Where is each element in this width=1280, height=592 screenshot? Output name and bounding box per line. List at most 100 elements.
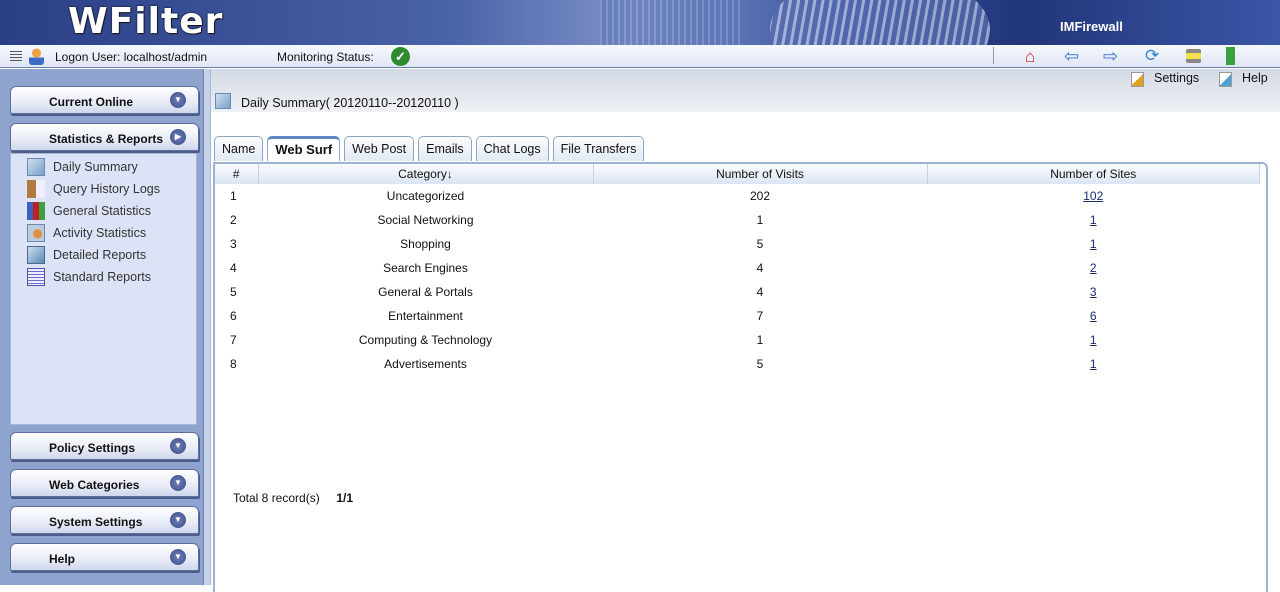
sites-link[interactable]: 6 — [1089, 309, 1097, 323]
label: Web Categories — [49, 478, 140, 492]
cell-sites: 1 — [927, 328, 1260, 352]
tab-emails[interactable]: Emails — [418, 136, 472, 161]
cell-visits: 7 — [756, 309, 764, 323]
tab-web-post[interactable]: Web Post — [344, 136, 415, 161]
table-row: 6 Entertainment 7 6 — [215, 304, 1260, 328]
table-row: 7 Computing & Technology 1 1 — [215, 328, 1260, 352]
sidebar-item-activity-statistics[interactable]: Activity Statistics — [27, 223, 146, 243]
column-header-sites[interactable]: Number of Sites — [927, 164, 1260, 184]
print-icon[interactable] — [1186, 49, 1201, 63]
cell-visits: 202 — [749, 189, 771, 203]
cell-sites: 3 — [927, 280, 1260, 304]
banner-decoration — [770, 0, 990, 45]
title-bar: Settings Help Daily Summary( 20120110--2… — [211, 69, 1280, 112]
tab-name[interactable]: Name — [214, 136, 264, 161]
back-icon[interactable]: ⇦ — [1064, 46, 1080, 66]
brand-name: IMFirewall — [1060, 19, 1123, 34]
logon-user: Logon User: localhost/admin — [55, 50, 208, 64]
cell-visits: 5 — [756, 237, 764, 251]
tab-file-transfers[interactable]: File Transfers — [552, 136, 645, 161]
notepad-icon — [27, 158, 45, 176]
cell-sites: 1 — [927, 232, 1260, 256]
user-icon — [29, 48, 44, 65]
label: Current Online — [49, 95, 134, 109]
monitoring-status-label: Monitoring Status: — [277, 50, 374, 64]
settings-icon — [1131, 72, 1144, 87]
sites-link[interactable]: 1 — [1089, 213, 1097, 227]
cell-category: General & Portals — [378, 285, 473, 299]
sidebar-item-general-statistics[interactable]: General Statistics — [27, 201, 151, 221]
chevron-down-icon: ▼ — [170, 549, 186, 565]
label: Detailed Reports — [53, 248, 147, 262]
cell-sites: 102 — [927, 184, 1260, 208]
cell-row-number: 4 — [230, 261, 237, 275]
cell-category: Computing & Technology — [358, 333, 493, 347]
chevron-down-icon: ▼ — [170, 475, 186, 491]
sites-link[interactable]: 2 — [1089, 261, 1097, 275]
tab-web-surf[interactable]: Web Surf — [267, 136, 341, 161]
toolbar: Logon User: localhost/admin Monitoring S… — [0, 45, 1280, 68]
sites-link[interactable]: 102 — [1083, 189, 1104, 203]
cell-sites: 1 — [927, 208, 1260, 232]
sidebar-system-settings[interactable]: System Settings ▼ — [10, 506, 199, 534]
cell-row-number: 3 — [230, 237, 237, 251]
sidebar-item-query-history-logs[interactable]: Query History Logs — [27, 179, 160, 199]
report-save-icon — [27, 246, 45, 264]
table-row: 4 Search Engines 4 2 — [215, 256, 1260, 280]
cell-category: Entertainment — [388, 309, 463, 323]
banner-decoration — [600, 0, 740, 45]
cell-row-number: 1 — [230, 189, 237, 203]
sidebar: Current Online ▼ Statistics & Reports ▶ Da… — [0, 69, 203, 585]
page-title: Daily Summary( 20120110--20120110 ) — [241, 96, 459, 110]
logout-icon[interactable] — [1226, 47, 1235, 65]
label: Standard Reports — [53, 270, 151, 284]
chevron-down-icon: ▼ — [170, 512, 186, 528]
sidebar-help[interactable]: Help ▼ — [10, 543, 199, 571]
table-row: 2 Social Networking 1 1 — [215, 208, 1260, 232]
settings-link[interactable]: Settings — [1154, 71, 1200, 85]
table-row: 1 Uncategorized 202 102 — [215, 184, 1260, 208]
label: Activity Statistics — [53, 226, 147, 240]
forward-icon[interactable]: ⇨ — [1103, 46, 1119, 66]
sites-link[interactable]: 1 — [1089, 333, 1097, 347]
sidebar-web-categories[interactable]: Web Categories ▼ — [10, 469, 199, 497]
home-icon[interactable]: ⌂ — [1025, 47, 1036, 66]
help-link[interactable]: Help — [1242, 71, 1268, 85]
cell-visits: 1 — [756, 333, 764, 347]
divider — [993, 47, 994, 64]
table-row: 5 General & Portals 4 3 — [215, 280, 1260, 304]
column-header-number[interactable]: # — [215, 164, 259, 184]
column-header-visits[interactable]: Number of Visits — [593, 164, 928, 184]
sidebar-splitter[interactable] — [203, 69, 211, 585]
chevron-right-icon: ▶ — [170, 129, 186, 145]
cell-visits: 4 — [756, 285, 764, 299]
column-header-category[interactable]: Category↓ — [258, 164, 594, 184]
cell-row-number: 6 — [230, 309, 237, 323]
check-circle-icon: ✓ — [391, 47, 410, 66]
cell-category: Search Engines — [383, 261, 468, 275]
sidebar-item-daily-summary[interactable]: Daily Summary — [27, 157, 138, 177]
total-records: Total 8 record(s) — [233, 491, 320, 505]
menu-icon[interactable] — [10, 51, 22, 62]
sites-link[interactable]: 1 — [1089, 237, 1097, 251]
table-row: 3 Shopping 5 1 — [215, 232, 1260, 256]
tab-bar: Name Web Surf Web Post Emails Chat Logs … — [214, 136, 645, 161]
refresh-icon[interactable]: ⟳ — [1145, 46, 1160, 65]
results-grid: # Category↓ Number of Visits Number of S… — [213, 162, 1268, 592]
sidebar-statistics-reports[interactable]: Statistics & Reports ▶ — [10, 123, 199, 151]
cell-visits: 5 — [756, 357, 764, 371]
tab-chat-logs[interactable]: Chat Logs — [475, 136, 549, 161]
sidebar-policy-settings[interactable]: Policy Settings ▼ — [10, 432, 199, 460]
sites-link[interactable]: 1 — [1089, 357, 1097, 371]
help-icon — [1219, 72, 1232, 87]
main-content: Settings Help Daily Summary( 20120110--2… — [211, 69, 1280, 592]
label: General Statistics — [53, 204, 151, 218]
cell-category: Shopping — [400, 237, 451, 251]
sites-link[interactable]: 3 — [1089, 285, 1097, 299]
sidebar-item-detailed-reports[interactable]: Detailed Reports — [27, 245, 146, 265]
sidebar-current-online[interactable]: Current Online ▼ — [10, 86, 199, 114]
sidebar-item-standard-reports[interactable]: Standard Reports — [27, 267, 151, 287]
cell-row-number: 5 — [230, 285, 237, 299]
cell-row-number: 8 — [230, 357, 237, 371]
cell-sites: 2 — [927, 256, 1260, 280]
